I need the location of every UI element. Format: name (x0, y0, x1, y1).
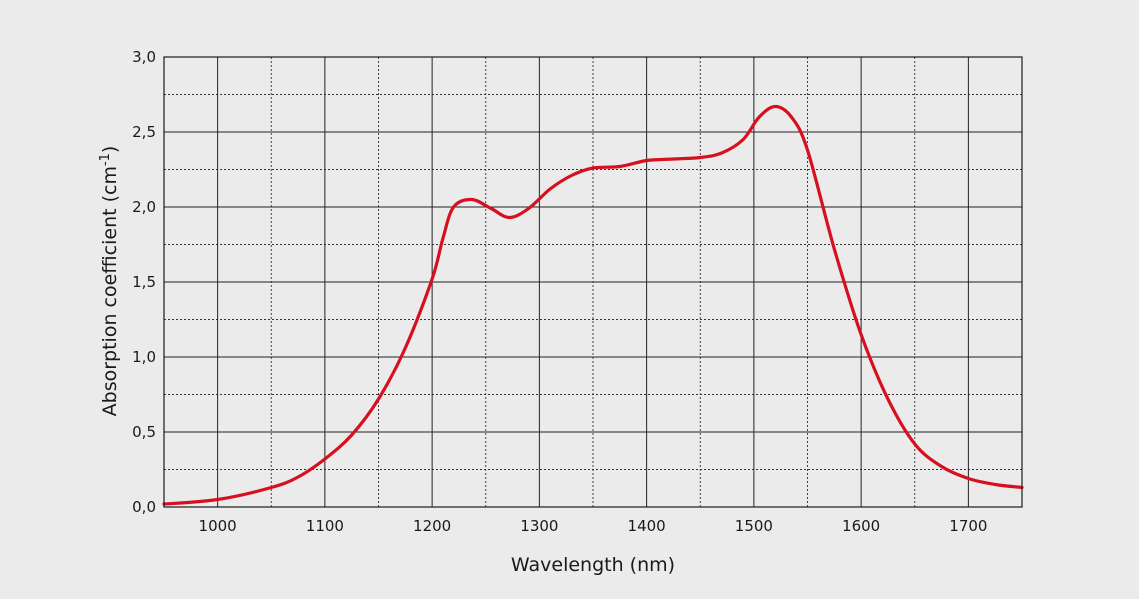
y-tick-label: 2,5 (132, 123, 156, 141)
absorption-series-line (162, 104, 1024, 506)
y-tick-label: 1,0 (132, 348, 156, 366)
y-tick-label: 3,0 (132, 48, 156, 66)
x-tick-label: 1300 (520, 517, 558, 535)
y-axis-title-superscript: -1 (98, 153, 113, 166)
x-tick-label: 1100 (306, 517, 344, 535)
x-tick-labels: 1000 1100 1200 1300 1400 1500 1600 1700 (199, 517, 988, 535)
series-layer (162, 104, 1024, 506)
y-axis-title-close: ) (99, 146, 121, 153)
x-tick-label: 1600 (842, 517, 880, 535)
y-tick-label: 0,5 (132, 423, 156, 441)
y-tick-label: 0,0 (132, 498, 156, 516)
x-axis-title: Wavelength (nm) (511, 554, 675, 576)
y-axis-title: Absorption coefficient (cm-1) (98, 146, 122, 417)
x-tick-label: 1400 (628, 517, 666, 535)
y-tick-labels: 0,0 0,5 1,0 1,5 2,0 2,5 3,0 (132, 48, 156, 516)
x-tick-label: 1700 (949, 517, 987, 535)
y-tick-label: 2,0 (132, 198, 156, 216)
plot-frame (163, 56, 1023, 508)
y-axis-title-main: Absorption coefficient (cm (99, 166, 121, 416)
x-tick-label: 1500 (735, 517, 773, 535)
y-tick-label: 1,5 (132, 273, 156, 291)
grid (164, 56, 1022, 508)
x-tick-label: 1200 (413, 517, 451, 535)
x-tick-label: 1000 (199, 517, 237, 535)
